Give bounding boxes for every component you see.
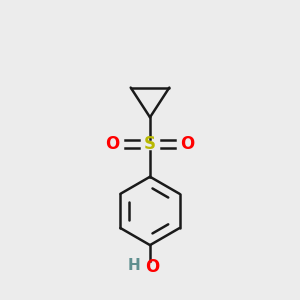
Text: O: O <box>105 135 119 153</box>
Text: H: H <box>127 258 140 273</box>
Text: O: O <box>181 135 195 153</box>
Text: O: O <box>145 258 160 276</box>
Text: S: S <box>144 135 156 153</box>
